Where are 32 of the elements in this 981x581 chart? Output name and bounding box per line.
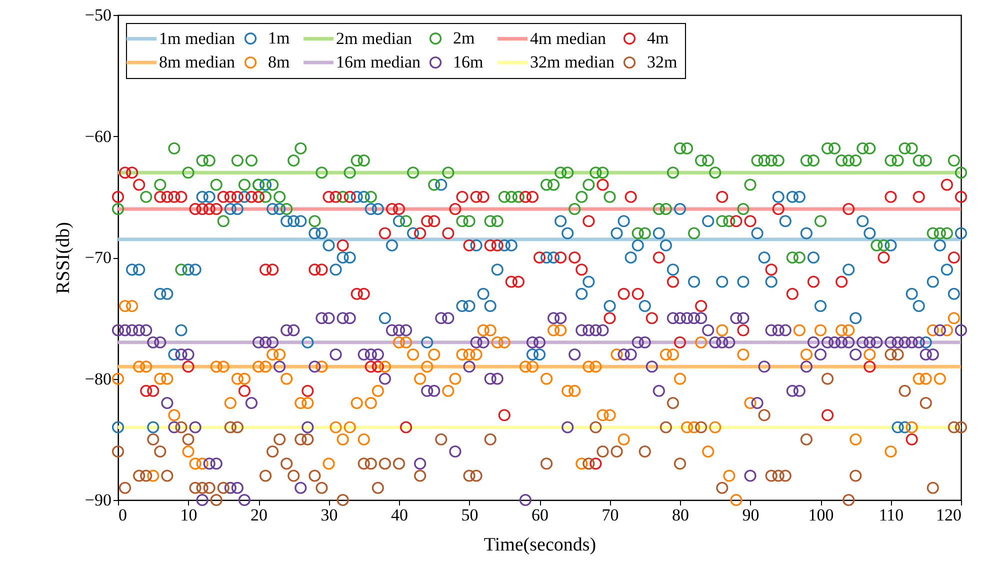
legend-label: 2m median (336, 28, 413, 48)
y-tick-label: −60 (84, 126, 112, 146)
legend-label: 4m (647, 28, 669, 48)
x-tick-label: 20 (250, 506, 268, 524)
legend-label: 16m median (336, 52, 422, 72)
x-tick-label: 40 (391, 506, 408, 524)
legend-label: 1m (268, 28, 290, 48)
y-tick-label: −90 (84, 490, 112, 510)
legend-label: 32m (647, 52, 678, 72)
x-tick-label: 10 (180, 506, 198, 524)
legend-label: 2m (453, 28, 475, 48)
y-tick-label: −80 (84, 369, 112, 388)
x-tick-label: 60 (532, 506, 548, 524)
x-tick-label: 90 (742, 506, 760, 524)
x-tick-label: 110 (878, 506, 904, 524)
x-tick-label: 50 (461, 506, 478, 524)
x-tick-label: 70 (602, 506, 619, 524)
x-tick-label: 100 (808, 506, 834, 524)
x-tick-label: 0 (118, 506, 127, 524)
y-tick-label: −70 (84, 248, 112, 267)
legend-label: 8m (268, 52, 290, 72)
x-tick-label: 120 (936, 506, 962, 524)
legend-label: 4m median (530, 28, 607, 48)
legend-label: 1m median (159, 28, 236, 48)
x-tick-label: 80 (672, 506, 689, 524)
legend-label: 8m median (159, 52, 236, 72)
y-axis-title: RSSI(db) (52, 222, 74, 294)
y-tick-label: −50 (84, 6, 112, 24)
legend-label: 16m (453, 52, 484, 72)
x-axis-title: Time(seconds) (484, 534, 596, 556)
legend-label: 32m median (530, 52, 616, 72)
x-tick-label: 30 (320, 506, 338, 524)
